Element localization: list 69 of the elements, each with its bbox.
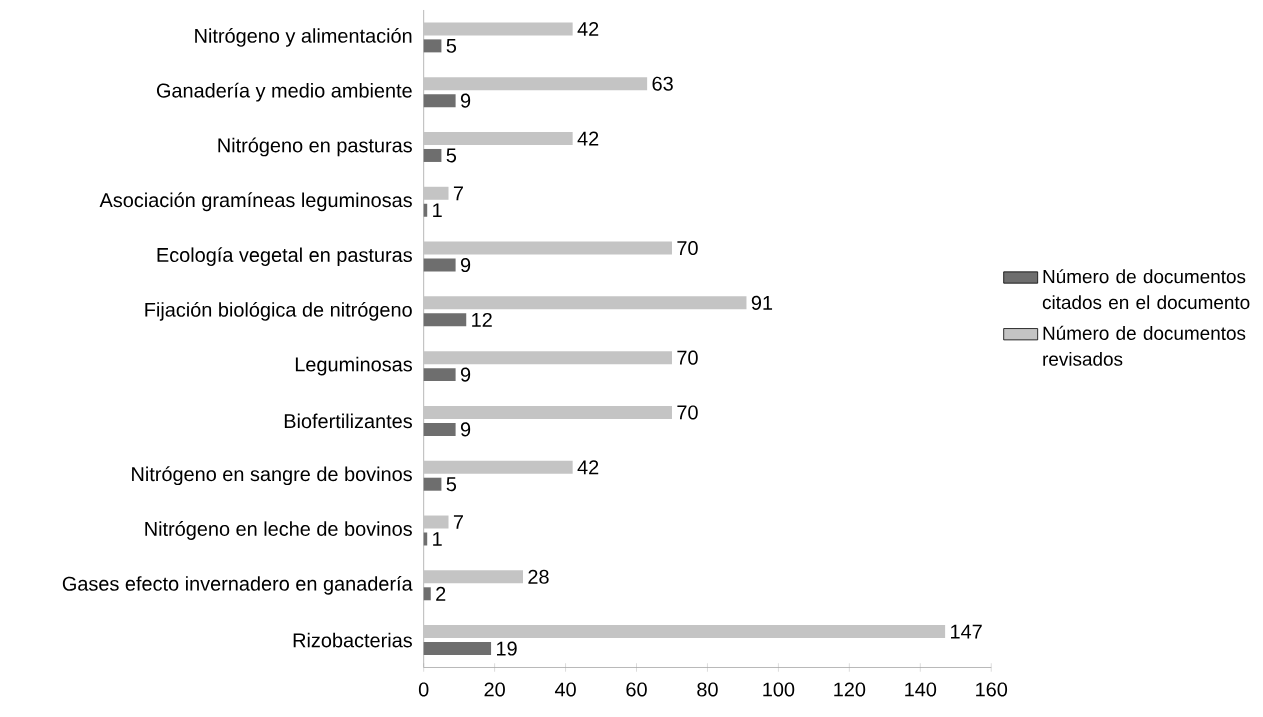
data-label: 12 [472,312,492,327]
x-tick-label: 160 [976,682,1008,697]
data-label: 2 [436,586,446,601]
data-label: 5 [446,148,457,163]
data-label: 42 [577,460,599,474]
y-tick-label: Nitrógeno en leche de bovinos [145,520,412,540]
legend-label: Número de documentos revisados [1043,325,1246,366]
data-label: 42 [577,131,599,146]
y-tick-label: Nitrógeno y alimentación [195,27,412,47]
y-tick-label: Fijación biológica de nitrógeno [145,301,412,321]
data-label: 63 [652,76,673,91]
bar [423,313,467,327]
y-tick-label: Nitrógeno en sangre de bovinos [132,466,412,485]
bar [423,477,442,491]
data-label: 28 [528,569,549,584]
y-tick-label: Biofertilizantes [284,413,412,429]
x-tick-label: 0 [418,682,429,697]
data-label: 91 [751,295,773,310]
bar [423,131,573,145]
data-label: 5 [446,38,457,53]
data-label: 147 [951,624,982,639]
bar [423,422,456,436]
y-tick-label: Nitrógeno en pasturas [218,137,412,157]
bar [423,624,946,638]
data-label: 9 [460,257,471,272]
data-label: 70 [677,350,698,365]
bar [423,296,747,310]
x-tick-label: 120 [834,682,866,697]
data-label: 7 [453,186,463,200]
bar [423,148,442,162]
y-tick-label: Asociación gramíneas leguminosas [99,192,412,211]
bar [423,641,492,655]
data-label: 70 [677,240,698,255]
data-label: 9 [460,422,471,437]
bar [423,405,672,419]
bar [423,350,672,364]
bar [423,367,456,381]
legend-label: Número de documentos citados en el documento [1042,268,1250,309]
data-label: 70 [677,405,698,420]
x-tick-label: 40 [554,682,576,697]
data-label: 9 [460,367,471,382]
y-tick-label: Ganadería y medio ambiente [156,82,412,102]
y-tick-label: Ecología vegetal en pasturas [157,246,412,266]
data-label: 1 [433,531,442,546]
data-label: 7 [453,514,463,529]
data-label: 42 [577,21,599,36]
bar [423,460,573,474]
y-tick-label: Leguminosas [295,356,412,376]
x-tick-label: 80 [697,682,718,697]
bar [423,515,449,529]
bar [423,258,456,272]
x-tick-label: 20 [484,682,505,697]
bar [423,587,431,601]
x-tick-label: 100 [763,682,795,697]
bar [423,570,523,584]
bar [423,76,648,90]
data-label: 5 [446,477,457,491]
bar [423,186,449,200]
data-label: 1 [433,203,442,217]
data-label: 9 [460,93,471,108]
y-tick-label: Gases efecto invernadero en ganadería [62,575,413,595]
data-label: 19 [497,641,517,656]
bar [423,241,672,255]
bar [423,39,442,53]
x-tick-label: 140 [905,682,937,697]
bar [423,93,456,107]
y-tick-label: Rizobacterias [293,632,412,648]
x-tick-label: 60 [626,682,647,697]
bar [423,22,573,36]
